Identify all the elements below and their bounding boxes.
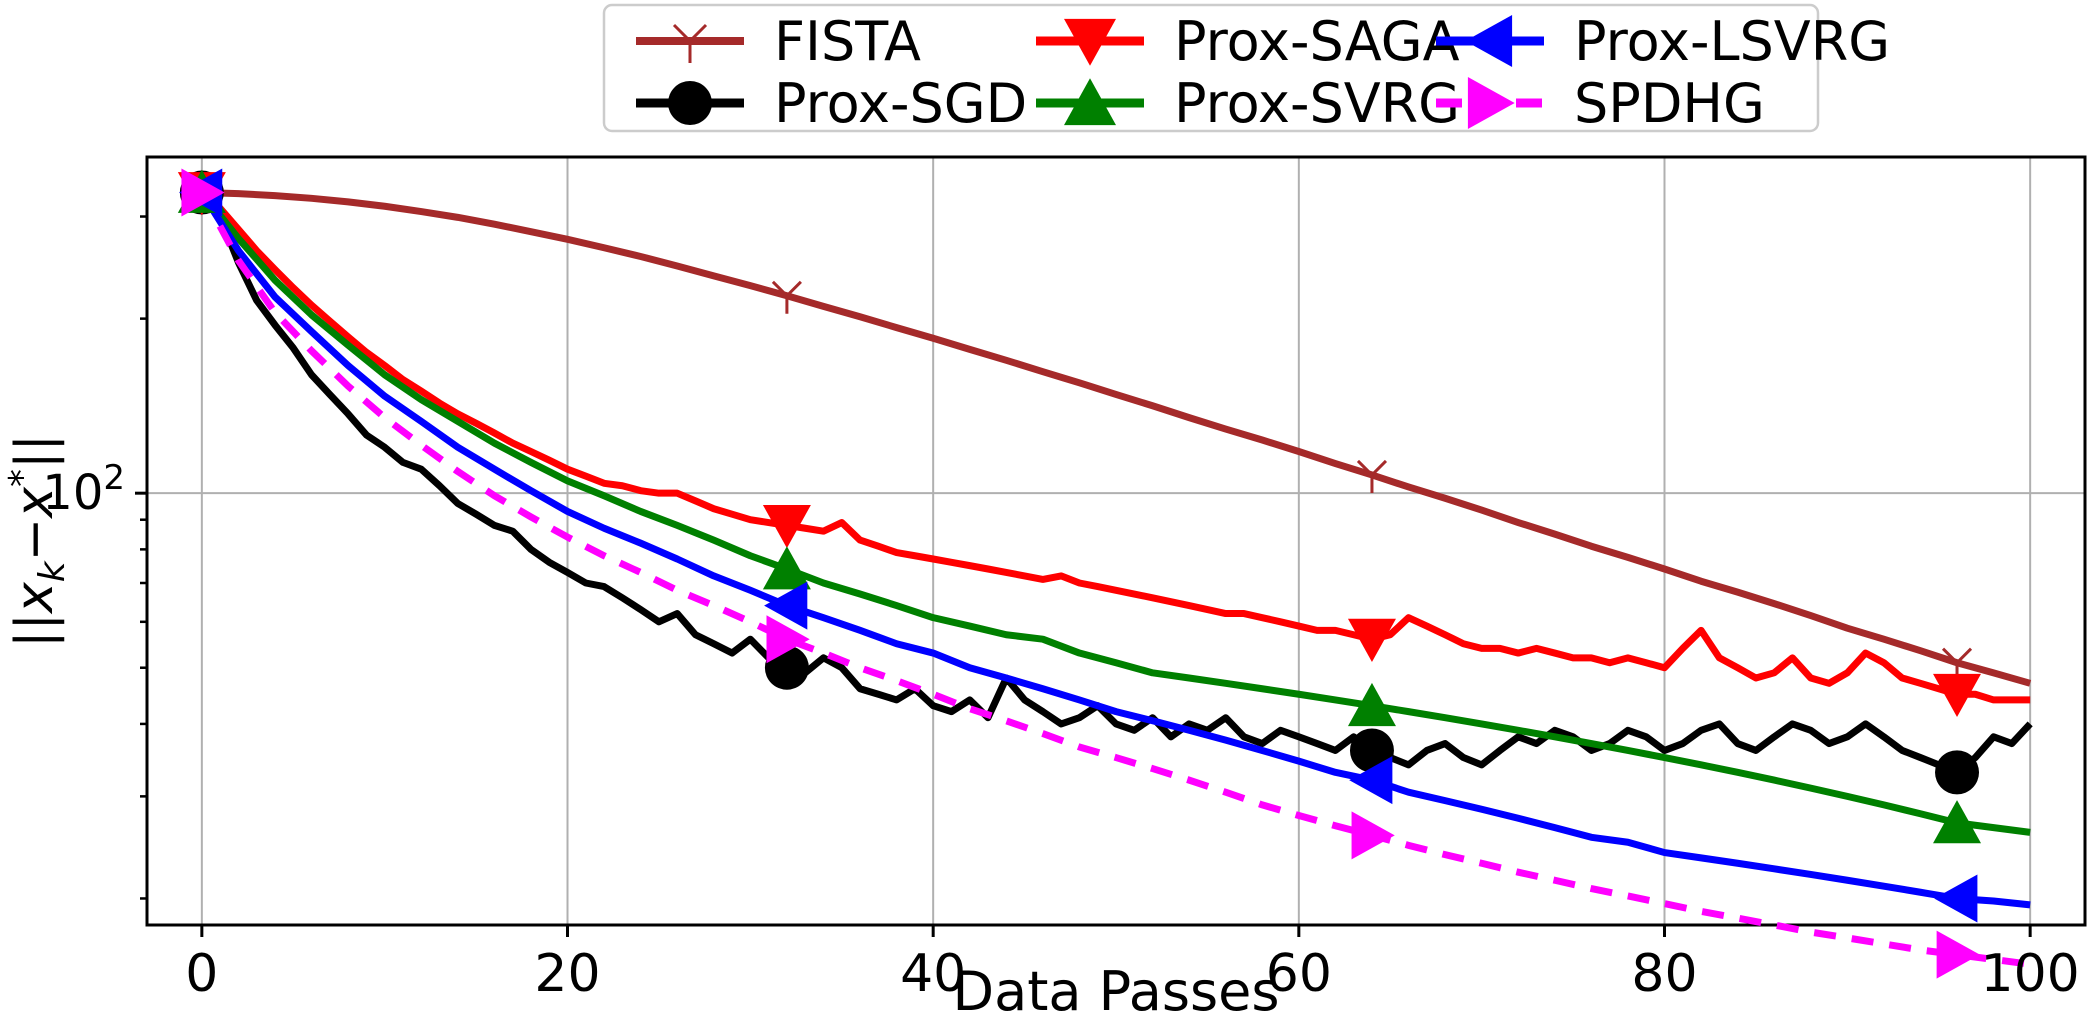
marker-triangle-right: [766, 615, 810, 664]
subscript-k: k: [32, 559, 73, 582]
legend-item-prox-sgd[interactable]: Prox-SGD: [636, 72, 1027, 135]
marker-circle: [1935, 750, 1980, 795]
legend-label: FISTA: [774, 10, 921, 73]
legend-marker-triangle-down: [1064, 18, 1116, 66]
legend-item-fista[interactable]: FISTA: [636, 10, 921, 73]
marker-triangle-right: [181, 168, 225, 217]
legend-item-prox-lsvrg[interactable]: Prox-LSVRG: [1436, 10, 1890, 73]
legend-label: Prox-SGD: [774, 72, 1027, 135]
marker-tri-down: [1356, 459, 1388, 493]
legend-label: SPDHG: [1574, 72, 1765, 135]
legend-items[interactable]: FISTA Prox-SAGA Prox-LSVRG Prox-SGD Prox-SVR…: [636, 10, 1890, 135]
legend[interactable]: FISTA Prox-SAGA Prox-LSVRG Prox-SGD Prox-SVR…: [602, 3, 1890, 135]
series-line-spdhg: [198, 190, 2031, 968]
marker-triangle-up: [1347, 682, 1396, 727]
series-line-prox-lsvrg: [198, 190, 2031, 909]
series-line-prox-svrg: [199, 190, 2031, 836]
x-tick-label: 0: [185, 944, 218, 1004]
legend-label: Prox-LSVRG: [1574, 10, 1890, 73]
x-axis-title: Data Passes: [953, 960, 1280, 1023]
series-line-prox-sgd: [199, 190, 2033, 776]
y-tick-labels: 102: [42, 458, 125, 521]
norm-close: ||: [5, 434, 65, 469]
norm-open: ||: [5, 613, 65, 648]
x-tick-labels: 0 20 40 60 80 100: [185, 944, 2079, 1004]
marker-triangle-right: [1351, 811, 1395, 860]
marker-tri-down: [771, 280, 802, 314]
legend-label: Prox-SAGA: [1174, 10, 1460, 73]
legend-marker-triangle-right: [1467, 77, 1515, 129]
legend-marker-triangle-up: [1064, 78, 1116, 126]
x-tick-label: 40: [900, 944, 966, 1004]
series-lines: [198, 189, 2033, 968]
y-axis-title: ||xk−x*||: [2, 434, 73, 648]
x-star-symbol: x: [5, 486, 65, 520]
plot-frame: [145, 155, 2087, 927]
legend-marker-circle: [668, 81, 712, 125]
x-tick-label: 80: [1631, 944, 1697, 1004]
legend-marker-tri-down: [672, 23, 708, 63]
series-markers: [177, 168, 1982, 979]
marker-triangle-right: [1936, 930, 1980, 979]
marker-triangle-left: [764, 581, 808, 630]
legend-item-prox-saga[interactable]: Prox-SAGA: [1036, 10, 1460, 73]
marker-triangle-up: [762, 546, 811, 590]
series-line-fista: [201, 189, 2032, 687]
series-line-prox-saga: [199, 189, 2031, 704]
marker-triangle-down: [1933, 673, 1982, 718]
grid-lines: [147, 157, 2085, 925]
axis-ticks: [135, 215, 2032, 937]
marker-triangle-down: [1347, 618, 1396, 662]
x-tick-label: 20: [534, 944, 600, 1004]
x-symbol: x: [5, 581, 65, 615]
marker-triangle-down: [762, 504, 811, 549]
marker-triangle-left: [1349, 756, 1393, 805]
x-tick-label: 100: [1981, 944, 2080, 1004]
legend-item-spdhg[interactable]: SPDHG: [1436, 72, 1765, 135]
y-axis-title-text: ||xk−x*||: [2, 434, 73, 648]
y-tick-label: 102: [42, 458, 125, 521]
minus-sign: −: [5, 518, 65, 562]
superscript-star: *: [2, 469, 43, 487]
legend-marker-triangle-left: [1465, 15, 1513, 67]
legend-item-prox-svrg[interactable]: Prox-SVRG: [1036, 72, 1460, 135]
marker-triangle-left: [1934, 874, 1978, 923]
x-tick-label: 60: [1266, 944, 1332, 1004]
legend-label: Prox-SVRG: [1174, 72, 1460, 135]
marker-triangle-up: [1933, 800, 1982, 844]
